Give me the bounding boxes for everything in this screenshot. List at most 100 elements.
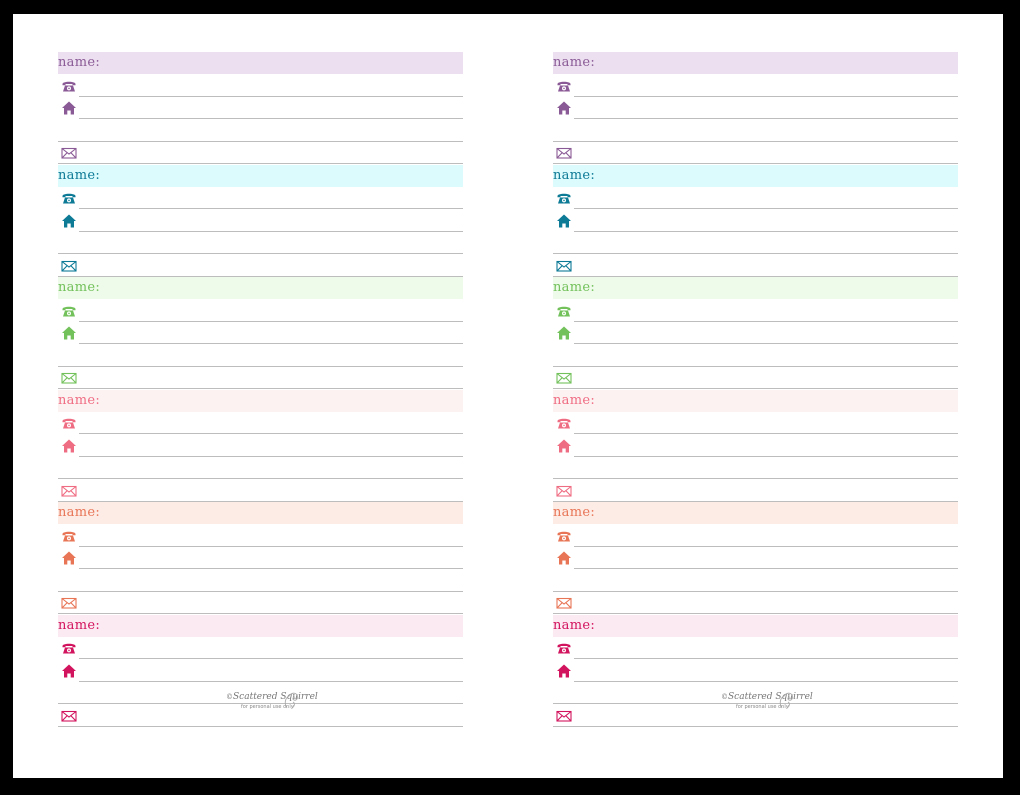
email-field[interactable] [553,592,958,615]
phone-field[interactable] [58,524,463,547]
phone-field[interactable] [553,299,958,322]
name-field[interactable]: name: [58,52,463,74]
address-field[interactable] [58,659,463,682]
name-label: name: [553,617,596,633]
email-field[interactable] [58,254,463,277]
writing-line [553,478,958,480]
phone-field[interactable] [553,637,958,660]
address-line-2[interactable] [553,457,958,480]
contact-entry: name: [58,614,463,728]
name-field[interactable]: name: [553,164,958,187]
phone-field[interactable] [58,637,463,660]
phone-field[interactable] [58,74,463,97]
phone-field[interactable] [553,524,958,547]
home-icon [62,101,76,115]
name-field[interactable]: name: [58,389,463,412]
writing-line [553,253,958,255]
writing-line [58,275,463,277]
writing-line [79,568,463,570]
name-field[interactable]: name: [58,614,463,637]
phone-icon [557,419,571,429]
address-field[interactable] [553,547,958,570]
phone-icon [557,306,571,317]
email-field[interactable] [553,142,958,164]
email-field[interactable] [58,704,463,727]
phone-field[interactable] [58,412,463,435]
name-field[interactable]: name: [553,277,958,300]
phone-field[interactable] [58,187,463,210]
writing-line [553,590,958,592]
address-field[interactable] [58,547,463,570]
envelope-icon [556,710,572,722]
phone-icon [62,531,76,542]
address-field[interactable] [553,434,958,457]
writing-line [79,118,463,119]
address-line-2[interactable] [553,344,958,367]
contact-entry: name: [553,502,958,615]
name-field[interactable]: name: [58,502,463,525]
writing-line [79,230,463,232]
address-field[interactable] [58,97,463,119]
writing-line [553,613,958,615]
address-line-2[interactable] [553,569,958,592]
name-field[interactable]: name: [553,389,958,412]
email-field[interactable] [553,704,958,727]
address-line-2[interactable] [58,569,463,592]
email-field[interactable] [58,479,463,502]
name-field[interactable]: name: [553,614,958,637]
email-field[interactable] [553,367,958,390]
name-field[interactable]: name: [553,502,958,525]
name-field[interactable]: name: [58,164,463,187]
name-field[interactable]: name: [553,52,958,74]
phone-field[interactable] [553,74,958,97]
email-field[interactable] [553,254,958,277]
email-field[interactable] [58,367,463,390]
writing-line [79,320,463,322]
home-icon [62,551,76,565]
phone-icon [557,81,571,91]
phone-field[interactable] [58,299,463,322]
phone-icon [62,419,76,429]
address-field[interactable] [553,659,958,682]
writing-line [574,455,958,457]
contact-entry: name: [58,277,463,390]
writing-line [574,208,958,210]
envelope-icon [556,147,572,159]
address-field[interactable] [553,97,958,119]
writing-line [574,433,958,435]
name-label: name: [58,392,101,408]
address-line-2[interactable] [58,232,463,255]
brand-name: ©Scattered Squirrel [721,692,813,702]
envelope-icon [556,373,572,384]
phone-field[interactable] [553,187,958,210]
writing-line [58,590,463,592]
address-line-2[interactable] [58,457,463,480]
address-line-2[interactable] [553,119,958,142]
email-field[interactable] [553,479,958,502]
address-line-2[interactable] [553,682,958,705]
brand-note: for personal use only [736,704,789,710]
phone-icon [557,193,571,204]
address-field[interactable] [553,209,958,232]
address-field[interactable] [58,209,463,232]
address-line-2[interactable] [58,344,463,367]
writing-line [553,365,958,367]
address-field[interactable] [58,322,463,345]
contact-entry: name: [553,614,958,728]
writing-line [574,343,958,345]
writing-line [58,613,463,615]
address-field[interactable] [58,434,463,457]
address-line-2[interactable] [58,682,463,705]
phone-field[interactable] [553,412,958,435]
email-field[interactable] [58,592,463,615]
home-icon [62,664,76,678]
name-field[interactable]: name: [58,277,463,300]
home-icon [557,214,571,228]
address-field[interactable] [553,322,958,345]
email-field[interactable] [58,142,463,164]
address-line-2[interactable] [58,119,463,142]
contact-entry: name: [58,502,463,615]
address-line-2[interactable] [553,232,958,255]
writing-line [58,163,463,164]
writing-line [574,545,958,547]
